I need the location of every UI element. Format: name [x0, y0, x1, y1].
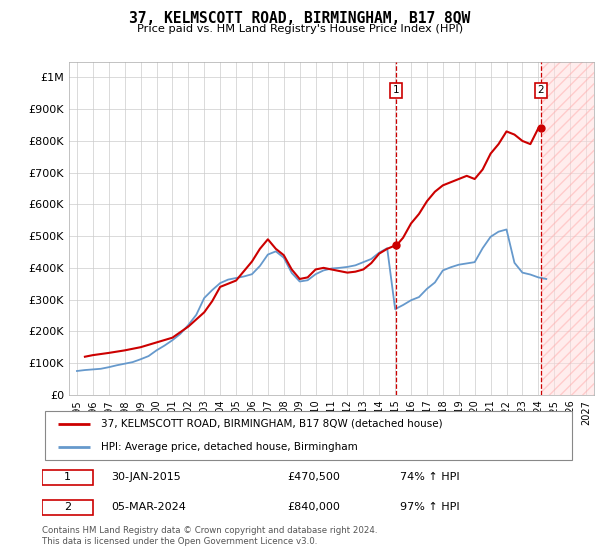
FancyBboxPatch shape — [42, 500, 93, 515]
Text: 37, KELMSCOTT ROAD, BIRMINGHAM, B17 8QW: 37, KELMSCOTT ROAD, BIRMINGHAM, B17 8QW — [130, 11, 470, 26]
Text: 97% ↑ HPI: 97% ↑ HPI — [400, 502, 460, 512]
Text: 2: 2 — [64, 502, 71, 512]
Text: £840,000: £840,000 — [287, 502, 341, 512]
Text: 1: 1 — [393, 85, 400, 95]
Bar — [541, 62, 594, 395]
Text: Price paid vs. HM Land Registry's House Price Index (HPI): Price paid vs. HM Land Registry's House … — [137, 24, 463, 34]
Text: 30-JAN-2015: 30-JAN-2015 — [112, 472, 181, 482]
Text: HPI: Average price, detached house, Birmingham: HPI: Average price, detached house, Birm… — [101, 442, 358, 452]
FancyBboxPatch shape — [42, 470, 93, 485]
Text: 74% ↑ HPI: 74% ↑ HPI — [400, 472, 460, 482]
Text: Contains HM Land Registry data © Crown copyright and database right 2024.
This d: Contains HM Land Registry data © Crown c… — [42, 526, 377, 546]
FancyBboxPatch shape — [44, 411, 572, 460]
Text: 37, KELMSCOTT ROAD, BIRMINGHAM, B17 8QW (detached house): 37, KELMSCOTT ROAD, BIRMINGHAM, B17 8QW … — [101, 419, 442, 429]
Text: 05-MAR-2024: 05-MAR-2024 — [112, 502, 186, 512]
Text: 2: 2 — [538, 85, 544, 95]
Text: £470,500: £470,500 — [287, 472, 341, 482]
Text: 1: 1 — [64, 472, 71, 482]
